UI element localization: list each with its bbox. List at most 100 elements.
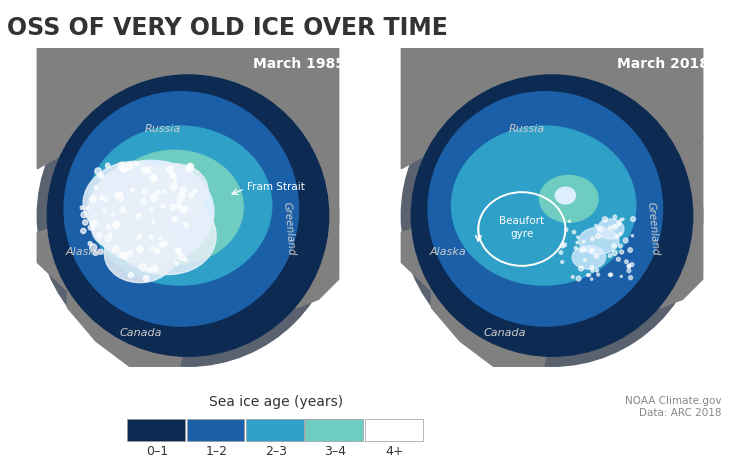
Text: Sea ice age (years): Sea ice age (years) xyxy=(209,395,343,408)
Circle shape xyxy=(112,222,119,229)
Circle shape xyxy=(103,209,106,212)
Circle shape xyxy=(172,217,178,222)
Circle shape xyxy=(177,198,182,203)
Circle shape xyxy=(576,276,581,281)
Circle shape xyxy=(141,199,147,204)
Circle shape xyxy=(178,204,181,208)
Polygon shape xyxy=(401,216,519,303)
Circle shape xyxy=(193,189,197,193)
Circle shape xyxy=(613,215,617,219)
Circle shape xyxy=(119,192,122,195)
Circle shape xyxy=(47,75,329,356)
Circle shape xyxy=(169,204,175,210)
Circle shape xyxy=(141,167,147,173)
Circle shape xyxy=(565,228,568,231)
Circle shape xyxy=(140,264,147,271)
Circle shape xyxy=(159,243,164,247)
Circle shape xyxy=(572,230,576,234)
Circle shape xyxy=(560,243,565,248)
Circle shape xyxy=(105,235,112,241)
Bar xyxy=(127,419,185,440)
Circle shape xyxy=(631,235,633,237)
Circle shape xyxy=(608,254,612,258)
Circle shape xyxy=(98,249,103,254)
Text: Canada: Canada xyxy=(484,328,526,338)
Ellipse shape xyxy=(506,156,615,248)
Circle shape xyxy=(591,237,594,241)
Text: Alaska: Alaska xyxy=(66,247,103,258)
Ellipse shape xyxy=(88,160,214,264)
Circle shape xyxy=(586,274,589,276)
Circle shape xyxy=(143,275,149,281)
Circle shape xyxy=(615,235,619,238)
Text: Fram Strait: Fram Strait xyxy=(246,182,304,192)
Circle shape xyxy=(90,244,97,251)
Polygon shape xyxy=(622,149,703,308)
Circle shape xyxy=(591,269,594,272)
Polygon shape xyxy=(431,291,556,366)
Circle shape xyxy=(37,65,339,366)
Circle shape xyxy=(150,194,158,201)
Text: 4+: 4+ xyxy=(386,445,404,458)
Circle shape xyxy=(579,266,584,271)
Circle shape xyxy=(81,228,86,234)
Circle shape xyxy=(104,197,107,201)
Circle shape xyxy=(179,193,185,198)
Text: March 2018: March 2018 xyxy=(617,56,710,70)
Circle shape xyxy=(186,164,193,172)
Circle shape xyxy=(88,225,93,230)
Circle shape xyxy=(136,246,143,252)
Circle shape xyxy=(114,221,120,227)
Circle shape xyxy=(154,248,159,253)
Circle shape xyxy=(596,273,599,276)
Text: 1–2: 1–2 xyxy=(205,445,227,458)
Circle shape xyxy=(619,219,622,220)
Polygon shape xyxy=(649,135,703,179)
Circle shape xyxy=(110,233,112,236)
Ellipse shape xyxy=(110,190,216,274)
Circle shape xyxy=(142,189,147,194)
Circle shape xyxy=(135,162,138,166)
Ellipse shape xyxy=(451,126,636,285)
Circle shape xyxy=(584,259,586,261)
Circle shape xyxy=(619,244,622,248)
Circle shape xyxy=(175,262,178,266)
Circle shape xyxy=(152,174,156,179)
Circle shape xyxy=(579,249,583,252)
Circle shape xyxy=(602,217,608,222)
Circle shape xyxy=(630,263,634,266)
Bar xyxy=(365,419,423,440)
Circle shape xyxy=(121,253,128,259)
Circle shape xyxy=(189,193,194,198)
Ellipse shape xyxy=(106,150,243,264)
Text: 0–1: 0–1 xyxy=(146,445,168,458)
Circle shape xyxy=(91,220,97,227)
Circle shape xyxy=(139,235,142,237)
Circle shape xyxy=(616,257,620,261)
Circle shape xyxy=(118,162,125,169)
Circle shape xyxy=(115,192,120,197)
Circle shape xyxy=(559,251,562,254)
Circle shape xyxy=(150,208,152,211)
Circle shape xyxy=(86,207,89,210)
Text: Beaufort
gyre: Beaufort gyre xyxy=(500,216,545,239)
Circle shape xyxy=(187,163,194,170)
Circle shape xyxy=(562,243,567,247)
Circle shape xyxy=(598,226,603,231)
Circle shape xyxy=(594,253,599,258)
Circle shape xyxy=(152,266,158,272)
Circle shape xyxy=(95,168,101,174)
Circle shape xyxy=(112,246,118,252)
Polygon shape xyxy=(37,48,339,169)
Circle shape xyxy=(630,217,636,221)
Circle shape xyxy=(617,220,621,225)
Circle shape xyxy=(150,175,157,182)
Text: 2–3: 2–3 xyxy=(265,445,286,458)
Ellipse shape xyxy=(87,126,272,285)
Circle shape xyxy=(118,252,124,258)
Polygon shape xyxy=(401,48,703,169)
Polygon shape xyxy=(258,149,339,308)
Circle shape xyxy=(156,191,160,195)
Ellipse shape xyxy=(83,161,175,236)
Circle shape xyxy=(123,169,126,172)
